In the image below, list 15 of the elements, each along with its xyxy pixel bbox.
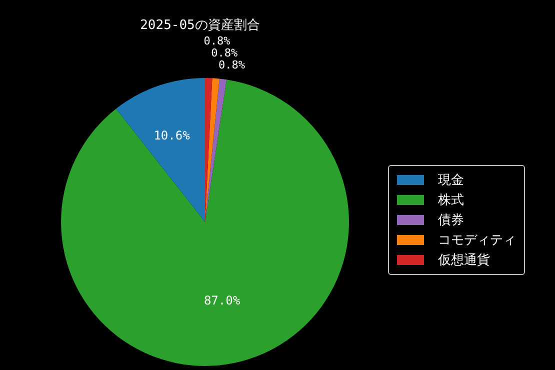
legend-label: 現金 [438,172,464,189]
data-label: 0.8% [211,46,238,60]
chart-title: 2025-05の資産割合 [139,17,261,34]
data-label: 87.0% [204,294,241,308]
legend-label: 仮想通貨 [438,252,490,269]
legend-label: コモディティ [438,232,516,249]
data-label: 0.8% [204,34,231,48]
data-label: 0.8% [218,58,246,72]
pie-slice [205,78,227,222]
legend-label: 債券 [438,212,464,229]
pie-slice [116,78,205,222]
pie-slice [61,80,349,366]
legend-label: 株式 [438,192,464,209]
pie-slice [205,78,220,222]
data-label: 10.6% [154,128,191,142]
